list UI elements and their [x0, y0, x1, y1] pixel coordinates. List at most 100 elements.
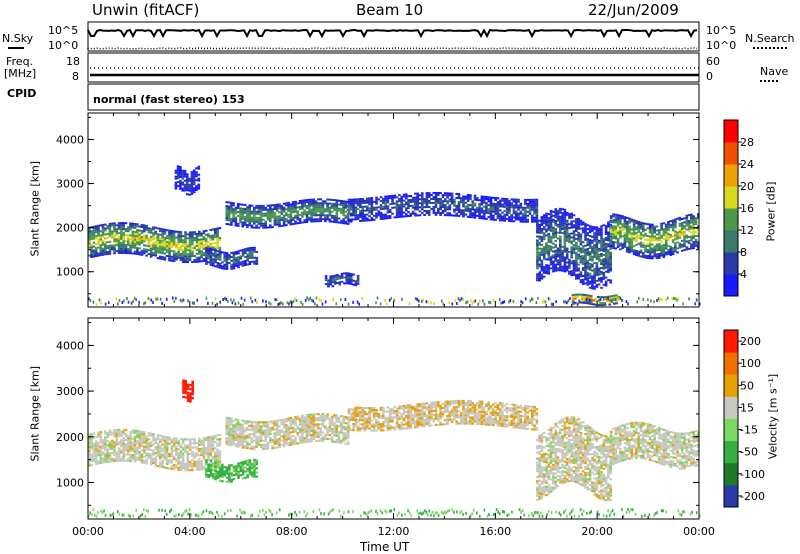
echo-cell [216, 231, 219, 234]
echo-cell [552, 214, 555, 217]
echo-cell [181, 251, 185, 254]
echo-cell [639, 251, 643, 254]
echo-cell [298, 202, 302, 204]
echo-cell [278, 215, 281, 218]
echo-cell [246, 249, 249, 252]
echo-cell [340, 204, 343, 206]
echo-cell [593, 246, 596, 249]
echo-cell [366, 207, 369, 210]
echo-cell [232, 430, 235, 433]
echo-cell [446, 214, 449, 217]
echo-cell [303, 219, 306, 222]
echo-cell [386, 201, 390, 204]
echo-cell [584, 262, 587, 265]
y-tick-label: 3000 [56, 178, 84, 191]
echo-cell [338, 275, 342, 278]
echo-cell [572, 234, 576, 237]
echo-cell [197, 187, 201, 190]
echo-cell [644, 228, 647, 231]
echo-cell [195, 175, 198, 178]
echo-cell [88, 437, 91, 440]
echo-cell [568, 215, 571, 218]
echo-cell [570, 274, 573, 277]
echo-cell [552, 218, 555, 221]
echo-cell [168, 253, 171, 256]
echo-cell [664, 227, 668, 230]
echo-cell [216, 452, 219, 455]
echo-cell [473, 194, 477, 197]
scatter-cell [300, 300, 302, 304]
echo-cell [409, 195, 413, 197]
scatter-cell [471, 302, 473, 306]
echo-cell [342, 200, 345, 203]
echo-cell [94, 227, 98, 230]
echo-cell [310, 198, 313, 201]
echo-cell [193, 460, 196, 463]
echo-cell [473, 212, 477, 215]
echo-cell [570, 254, 573, 257]
echo-cell [482, 213, 486, 216]
echo-cell [448, 206, 452, 209]
echo-cell [597, 233, 601, 236]
echo-cell [494, 203, 497, 205]
echo-cell [388, 211, 392, 213]
echo-cell [565, 223, 569, 226]
echo-cell [648, 241, 652, 244]
echo-cell [616, 243, 620, 246]
echo-cell [239, 435, 242, 438]
echo-cell [294, 206, 297, 209]
echo-cell [651, 235, 654, 238]
echo-cell [191, 465, 194, 468]
echo-cell [514, 198, 518, 201]
echo-cell [117, 251, 121, 254]
echo-cell [94, 460, 98, 463]
echo-cell [227, 417, 231, 420]
echo-cell [97, 234, 100, 237]
echo-cell [145, 435, 148, 438]
echo-cell [161, 240, 164, 243]
echo-cell [104, 227, 107, 230]
echo-cell [563, 218, 567, 221]
scatter-cell [256, 300, 258, 304]
echo-cell [628, 217, 631, 220]
echo-cell [149, 243, 153, 246]
echo-cell [108, 431, 112, 434]
echo-cell [241, 465, 245, 468]
echo-cell [614, 213, 618, 216]
echo-cell [170, 461, 174, 464]
echo-cell [257, 210, 261, 213]
scatter-cell [408, 302, 411, 306]
echo-cell [156, 434, 160, 437]
echo-cell [149, 229, 153, 232]
echo-cell [92, 235, 96, 238]
echo-cell [418, 214, 422, 217]
echo-cell [184, 384, 188, 387]
echo-cell [230, 421, 233, 424]
echo-cell [354, 212, 358, 215]
echo-cell [228, 468, 231, 471]
echo-cell [131, 449, 135, 452]
echo-cell [147, 229, 151, 232]
echo-cell [370, 201, 374, 204]
echo-cell [94, 446, 98, 449]
echo-cell [305, 211, 309, 213]
echo-cell [608, 297, 611, 300]
echo-cell [90, 457, 93, 460]
echo-cell [223, 259, 226, 262]
echo-cell [147, 239, 151, 242]
echo-cell [616, 214, 620, 217]
echo-cell [177, 246, 180, 249]
echo-cell [678, 232, 682, 235]
echo-cell [181, 239, 185, 242]
echo-cell [421, 206, 424, 209]
echo-cell [145, 460, 148, 463]
echo-cell [340, 276, 344, 279]
echo-cell [172, 449, 176, 452]
echo-cell [531, 202, 534, 205]
echo-cell [236, 211, 240, 213]
echo-cell [674, 246, 677, 249]
echo-cell [236, 445, 240, 448]
echo-cell [266, 210, 270, 213]
echo-cell [347, 276, 351, 279]
echo-cell [175, 244, 178, 247]
